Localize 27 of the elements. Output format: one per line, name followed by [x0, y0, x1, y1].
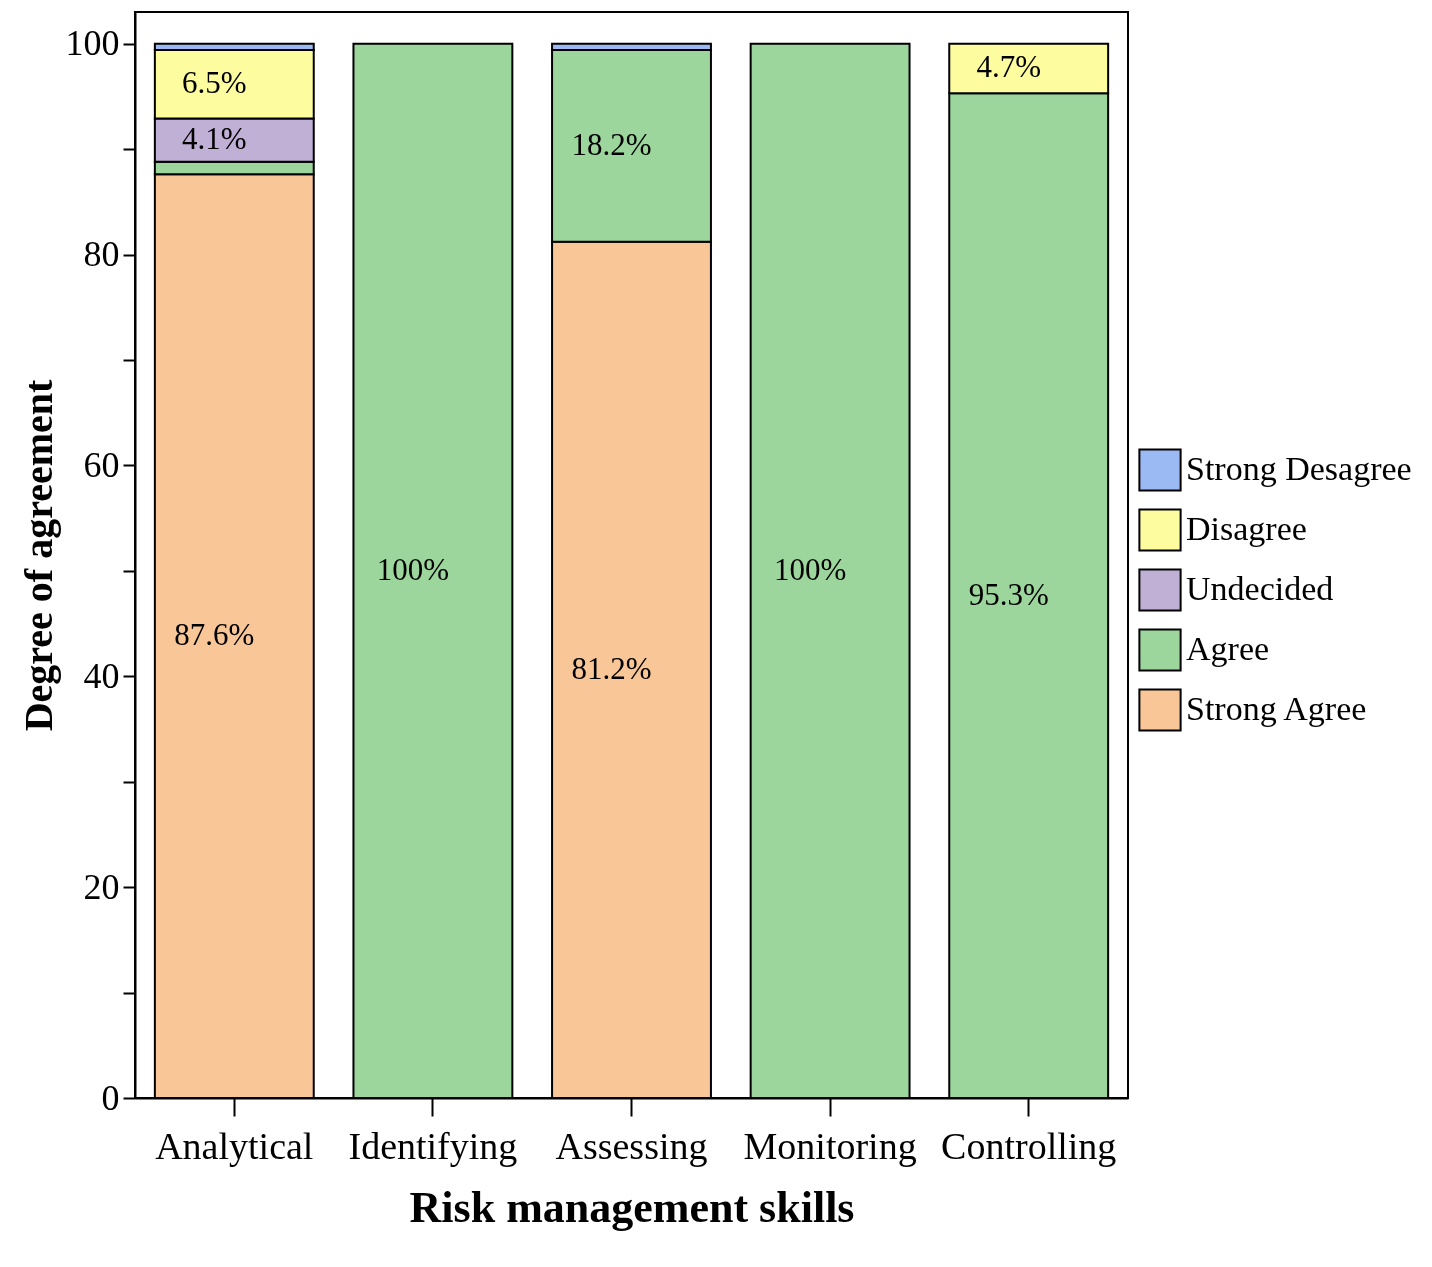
- y-tick-label: 0: [101, 1077, 120, 1118]
- data-label: 100%: [773, 551, 847, 587]
- y-tick-label: 60: [83, 444, 120, 485]
- legend-label: Undecided: [1186, 570, 1334, 607]
- y-tick-label: 100: [65, 23, 120, 64]
- legend-label: Strong Desagree: [1186, 450, 1412, 487]
- data-label: 6.5%: [182, 65, 247, 101]
- data-label: 81.2%: [571, 650, 652, 686]
- legend-label: Disagree: [1186, 510, 1307, 547]
- x-tick-label: Assessing: [555, 1124, 708, 1167]
- x-tick-label: Monitoring: [743, 1124, 917, 1167]
- y-tick-label: 80: [83, 234, 120, 274]
- data-label: 18.2%: [571, 126, 652, 162]
- y-axis-title: Degree of agreement: [15, 378, 61, 732]
- x-axis-title: Risk management skills: [409, 1182, 855, 1232]
- data-label: 95.3%: [968, 576, 1049, 612]
- legend-label: Agree: [1186, 630, 1270, 667]
- data-label: 4.7%: [976, 49, 1041, 85]
- y-tick-label: 40: [83, 655, 120, 696]
- x-tick-label: Controlling: [941, 1124, 1117, 1167]
- data-label: 87.6%: [174, 617, 255, 653]
- x-tick-label: Identifying: [348, 1124, 518, 1167]
- y-tick-label: 20: [83, 866, 120, 907]
- x-tick-label: Analytical: [155, 1124, 314, 1167]
- data-label: 4.1%: [182, 121, 247, 157]
- legend-label: Strong Agree: [1186, 690, 1367, 727]
- data-label: 100%: [376, 551, 450, 587]
